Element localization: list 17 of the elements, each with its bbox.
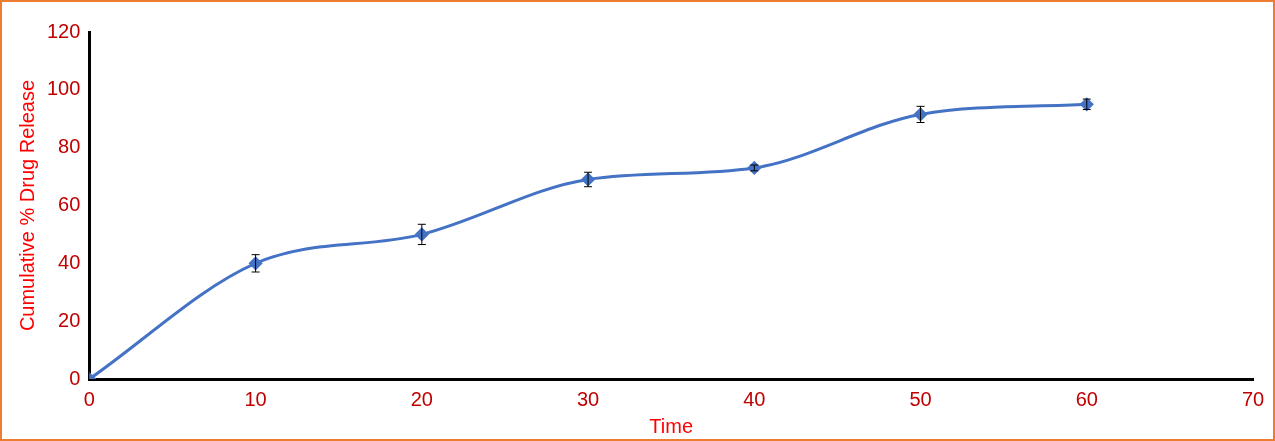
x-tick-label: 20 [410, 387, 433, 410]
y-tick-label: 40 [58, 250, 81, 273]
x-tick-label: 0 [83, 387, 95, 410]
x-axis-title: Time [649, 414, 694, 437]
x-tick-label: 60 [1075, 387, 1098, 410]
x-tick-label: 40 [743, 387, 766, 410]
y-tick-label: 20 [58, 308, 81, 331]
x-tick-label: 50 [909, 387, 932, 410]
y-axis-title: Cumulative % Drug Release [15, 79, 38, 332]
y-tick-label: 60 [58, 193, 81, 216]
y-tick-label: 100 [46, 77, 81, 100]
y-tick-label: 80 [58, 135, 81, 158]
x-tick-label: 70 [1241, 387, 1265, 410]
x-tick-label: 10 [244, 387, 267, 410]
y-tick-label: 0 [69, 366, 81, 389]
x-tick-label: 30 [576, 387, 600, 410]
y-tick-label: 120 [46, 19, 81, 42]
